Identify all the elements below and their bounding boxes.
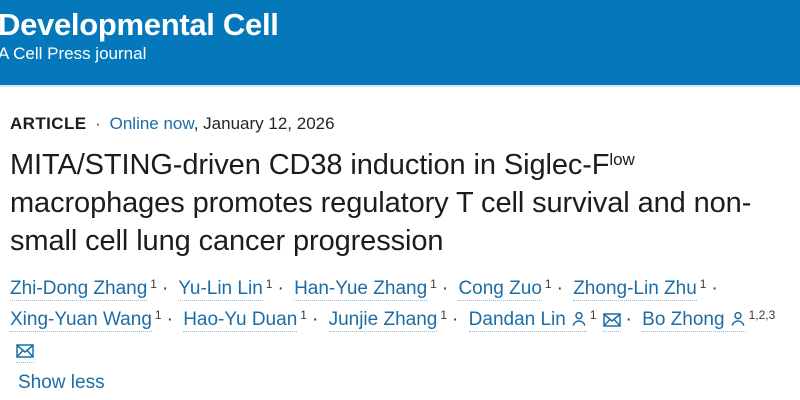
author-affiliation-sup: 1 [544, 277, 552, 291]
article-header-section: ARTICLE · Online now, January 12, 2026 M… [0, 87, 800, 400]
author-separator: · [166, 309, 173, 330]
envelope-icon [602, 313, 621, 327]
article-type-label: ARTICLE [10, 114, 87, 133]
article-title-part1: MITA/STING-driven CD38 induction in Sigl… [10, 149, 610, 181]
author-affiliation-sup: 1 [440, 308, 448, 322]
author-affiliation-sup: 1 [265, 277, 273, 291]
online-now-link[interactable]: Online now [109, 114, 194, 133]
author-link[interactable]: Han-Yue Zhang [294, 278, 428, 301]
author-separator: · [625, 309, 632, 330]
author: Cong Zuo 1 [458, 277, 552, 301]
author: Bo Zhong 1,2,3 [10, 308, 776, 363]
author-link[interactable]: Cong Zuo [458, 278, 542, 301]
author-separator: · [161, 278, 169, 299]
author-separator: · [277, 278, 284, 299]
author: Zhong-Lin Zhu 1 [573, 277, 707, 301]
journal-title: Developmental Cell [0, 7, 279, 42]
author: Junjie Zhang 1 [328, 308, 448, 332]
author-affiliation-sup: 1,2,3 [748, 308, 776, 322]
author-link[interactable]: Bo Zhong [642, 309, 746, 332]
article-title-part2: macrophages promotes regulatory T cell s… [10, 187, 752, 257]
author-separator: · [556, 278, 563, 299]
publication-date: , January 12, 2026 [193, 114, 335, 133]
author-link[interactable]: Zhi-Dong Zhang [10, 278, 148, 301]
envelope-icon [16, 344, 34, 358]
person-icon [572, 311, 586, 326]
author-separator: · [452, 309, 459, 330]
author-link[interactable]: Dandan Lin [468, 309, 587, 332]
author-list: Zhi-Dong Zhang 1 · Yu-Lin Lin 1 · Han-Yue Zh… [10, 273, 790, 366]
author: Hao-Yu Duan 1 [183, 308, 307, 332]
author: Yu-Lin Lin 1 [178, 277, 273, 301]
article-title: MITA/STING-driven CD38 induction in Sigl… [10, 146, 790, 260]
author-link[interactable]: Junjie Zhang [328, 309, 438, 332]
article-meta-line: ARTICLE · Online now, January 12, 2026 [10, 113, 790, 135]
author: Dandan Lin 1 [468, 308, 621, 332]
article-title-superscript: low [609, 150, 635, 169]
author-affiliation-sup: 1 [154, 308, 162, 322]
person-icon [731, 311, 745, 326]
author: Zhi-Dong Zhang 1 [10, 277, 157, 301]
journal-subtitle: A Cell Press journal [0, 44, 147, 63]
author-affiliation-sup: 1 [589, 308, 597, 322]
author-link[interactable]: Xing-Yuan Wang [10, 309, 152, 332]
author-separator: · [711, 278, 718, 299]
email-author-link[interactable] [16, 340, 34, 363]
author-separator: · [441, 278, 449, 299]
author-affiliation-sup: 1 [150, 277, 157, 291]
journal-header: Developmental Cell A Cell Press journal [0, 0, 800, 87]
author-link[interactable]: Yu-Lin Lin [178, 278, 263, 301]
show-less-link[interactable]: Show less [18, 372, 105, 393]
author: Xing-Yuan Wang 1 [10, 308, 162, 332]
author-affiliation-sup: 1 [699, 277, 707, 291]
author: Han-Yue Zhang 1 [294, 277, 437, 301]
author-affiliation-sup: 1 [300, 308, 307, 322]
email-author-link[interactable] [602, 309, 621, 332]
author-affiliation-sup: 1 [430, 277, 437, 291]
author-link[interactable]: Hao-Yu Duan [183, 309, 298, 332]
meta-separator: · [95, 114, 101, 133]
author-link[interactable]: Zhong-Lin Zhu [573, 278, 697, 301]
show-less-row: Show less [10, 372, 790, 394]
author-separator: · [311, 309, 319, 330]
